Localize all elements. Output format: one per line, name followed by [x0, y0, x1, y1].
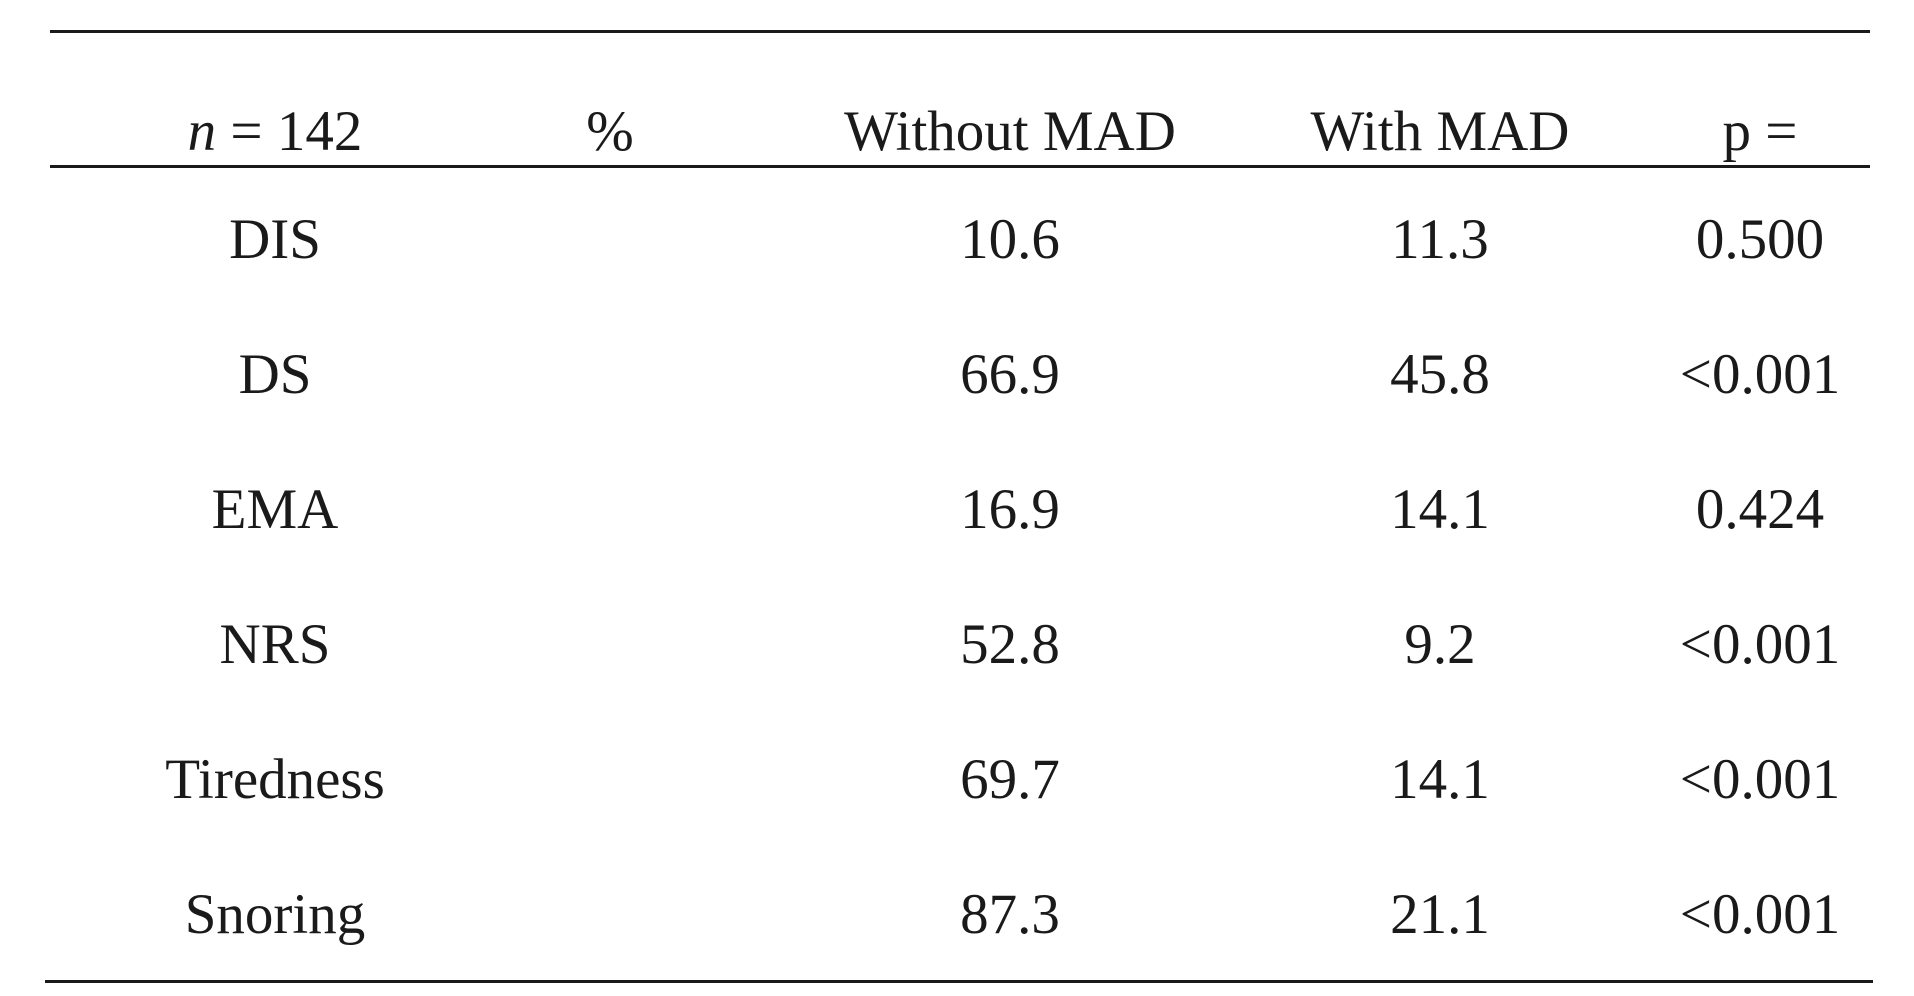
header-n-variable: n — [187, 100, 217, 163]
row-label: Tiredness — [165, 748, 385, 811]
row-p-value: <0.001 — [1679, 613, 1841, 676]
table-top-rule — [50, 30, 1870, 33]
table-bottom-rule — [45, 980, 1873, 983]
row-label: DIS — [229, 208, 321, 271]
row-with-mad: 14.1 — [1390, 478, 1490, 541]
row-with-mad: 9.2 — [1404, 613, 1476, 676]
row-with-mad: 45.8 — [1390, 343, 1490, 406]
row-with-mad: 14.1 — [1390, 748, 1490, 811]
row-without-mad: 66.9 — [960, 343, 1060, 406]
row-p-value: 0.500 — [1695, 208, 1825, 271]
table-row: Snoring 87.3 21.1 <0.001 — [50, 865, 1870, 965]
row-label: Snoring — [184, 883, 366, 946]
row-label: EMA — [211, 478, 339, 541]
header-with-mad: With MAD — [1310, 100, 1570, 163]
row-without-mad: 52.8 — [960, 613, 1060, 676]
row-without-mad: 10.6 — [960, 208, 1060, 271]
header-n-value: = 142 — [216, 100, 363, 163]
row-without-mad: 69.7 — [960, 748, 1060, 811]
row-p-value: <0.001 — [1679, 748, 1841, 811]
row-without-mad: 87.3 — [960, 883, 1060, 946]
row-label: NRS — [219, 613, 331, 676]
row-label: DS — [238, 343, 312, 406]
table-row: DS 66.9 45.8 <0.001 — [50, 325, 1870, 425]
row-with-mad: 11.3 — [1391, 208, 1489, 271]
header-p-value: p = — [1722, 100, 1798, 163]
header-percent: % — [586, 100, 634, 163]
table-header-row: n = 142 % Without MAD With MAD p = — [50, 82, 1870, 182]
row-without-mad: 16.9 — [960, 478, 1060, 541]
row-p-value: 0.424 — [1695, 478, 1825, 541]
table-row: Tiredness 69.7 14.1 <0.001 — [50, 730, 1870, 830]
row-with-mad: 21.1 — [1390, 883, 1490, 946]
header-sample-size: n = 142 — [50, 82, 500, 182]
table-row: EMA 16.9 14.1 0.424 — [50, 460, 1870, 560]
header-without-mad: Without MAD — [844, 100, 1176, 163]
table-row: NRS 52.8 9.2 <0.001 — [50, 595, 1870, 695]
table-row: DIS 10.6 11.3 0.500 — [50, 190, 1870, 290]
row-p-value: <0.001 — [1679, 343, 1841, 406]
row-p-value: <0.001 — [1679, 883, 1841, 946]
table-header-rule — [50, 165, 1870, 168]
